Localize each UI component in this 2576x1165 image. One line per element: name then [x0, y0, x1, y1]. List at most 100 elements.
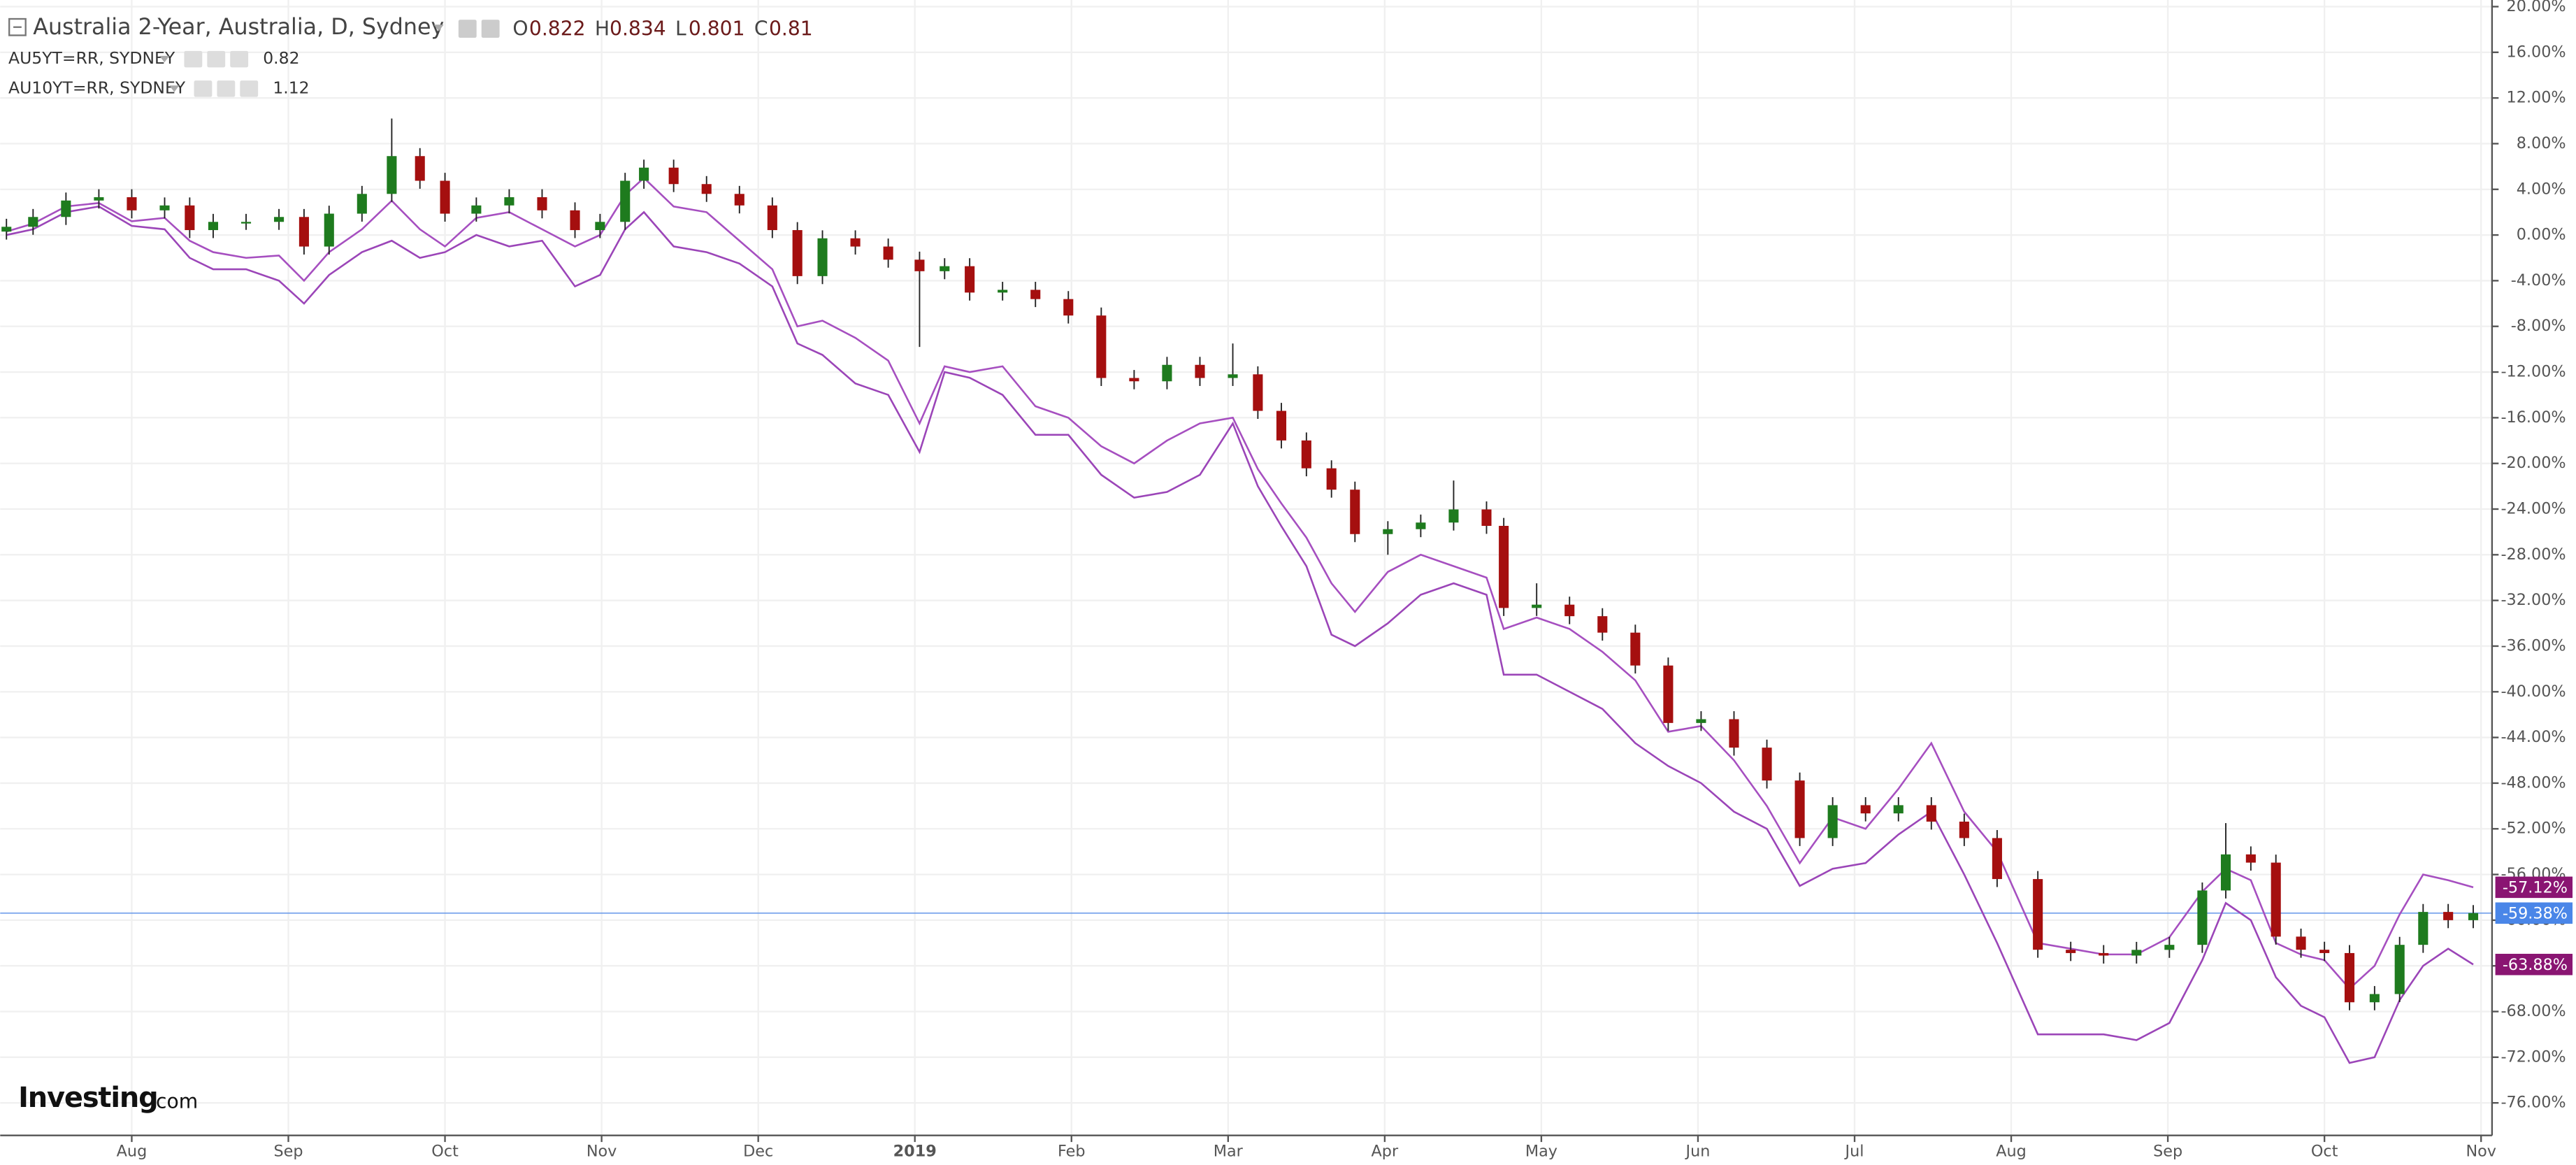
- x-tick-label: Aug: [117, 1143, 147, 1161]
- candle-body: [1959, 821, 1969, 838]
- y-tick-label: -20.00%: [2501, 454, 2566, 472]
- x-tick-label: May: [1525, 1143, 1557, 1161]
- x-tick-label: Sep: [2153, 1143, 2182, 1161]
- y-tick-label: -28.00%: [2501, 545, 2566, 564]
- candle-body: [817, 238, 828, 276]
- ohlc-value: 0.822: [529, 17, 586, 40]
- x-tick-label: Mar: [1214, 1143, 1244, 1161]
- price-label: -59.38%: [2503, 904, 2568, 922]
- candle-body: [570, 210, 580, 231]
- candle-body: [2220, 854, 2231, 891]
- candle-body: [998, 290, 1008, 293]
- candle-body: [701, 184, 712, 194]
- candle-body: [2319, 950, 2330, 953]
- dropdown-caret[interactable]: [159, 55, 170, 63]
- legend-entry: AU5YT=RR, SYDNEY: [8, 48, 175, 68]
- candle-body: [1096, 315, 1107, 378]
- eye-icon[interactable]: [194, 80, 213, 97]
- candle-body: [2245, 854, 2256, 863]
- candle-body: [1860, 805, 1871, 814]
- candle-body: [1564, 604, 1575, 617]
- logo: Investing .com: [18, 1082, 198, 1114]
- candle-body: [1630, 632, 1641, 666]
- price-label-box: [2495, 902, 2573, 924]
- logo-suffix: .com: [150, 1090, 198, 1113]
- candle-body: [914, 259, 925, 271]
- y-axis-background: [2491, 0, 2576, 1165]
- x-tick-label: Jun: [1685, 1143, 1711, 1161]
- series-line: [6, 176, 2474, 990]
- ohlc-key: O: [512, 17, 528, 40]
- x-tick-label: Sep: [273, 1143, 303, 1161]
- y-tick-label: -36.00%: [2501, 636, 2566, 655]
- y-tick-label: -4.00%: [2511, 271, 2566, 290]
- candle-body: [2468, 913, 2479, 920]
- legend: Australia 2-Year, Australia, D, Sydney O…: [8, 15, 813, 97]
- x-tick-label: Oct: [431, 1143, 459, 1161]
- candle-body: [2131, 950, 2142, 956]
- ohlc-value: 0.834: [610, 17, 666, 40]
- candle-body: [1301, 440, 1311, 469]
- y-tick-label: -48.00%: [2501, 773, 2566, 792]
- eye-icon[interactable]: [184, 50, 203, 68]
- ohlc-key: C: [754, 17, 768, 40]
- candle-body: [440, 180, 450, 214]
- candle-body: [1597, 616, 1608, 633]
- candle-body: [620, 180, 631, 222]
- candle-body: [208, 222, 219, 231]
- candle-body: [127, 197, 137, 210]
- x-tick-label: Apr: [1372, 1143, 1399, 1161]
- legend-value: 0.82: [263, 48, 299, 68]
- candle-body: [1253, 374, 1263, 411]
- candle-body: [1195, 364, 1205, 378]
- candle-body: [298, 217, 309, 247]
- close-icon[interactable]: [230, 50, 249, 68]
- settings-icon[interactable]: [217, 80, 236, 97]
- ohlc-value: 0.801: [689, 17, 745, 40]
- candle-body: [387, 156, 397, 194]
- candle-body: [1129, 378, 1139, 382]
- candle-body: [2344, 952, 2355, 1003]
- candle-body: [1794, 780, 1805, 838]
- candle-body: [185, 205, 195, 231]
- candle-body: [94, 197, 104, 201]
- candle-body: [1762, 748, 1772, 781]
- y-tick-label: 16.00%: [2507, 43, 2566, 61]
- logo-name: Investing: [18, 1082, 157, 1114]
- eye-icon[interactable]: [458, 20, 477, 38]
- candle-body: [883, 246, 893, 260]
- candle-body: [1326, 468, 1337, 490]
- legend-entry: AU10YT=RR, SYDNEY: [8, 78, 186, 97]
- settings-icon[interactable]: [481, 20, 500, 38]
- candle-body: [2033, 879, 2043, 950]
- collapse-icon[interactable]: [8, 17, 27, 36]
- price-label-box: [2495, 876, 2573, 899]
- series-line: [6, 205, 2474, 1064]
- candle-body: [2197, 890, 2208, 945]
- y-tick-label: -72.00%: [2501, 1048, 2566, 1066]
- candle-body: [734, 194, 744, 206]
- candle-body: [1992, 838, 2002, 880]
- candle-body: [1416, 522, 1426, 529]
- candle-body: [28, 217, 38, 227]
- close-icon[interactable]: [240, 80, 259, 97]
- settings-icon[interactable]: [207, 50, 226, 68]
- main-title: Australia 2-Year, Australia, D, Sydney: [33, 15, 444, 40]
- ohlc-value: 0.81: [769, 17, 813, 40]
- dropdown-caret[interactable]: [433, 24, 444, 31]
- candle-body: [1729, 719, 1739, 748]
- candle-body: [274, 217, 285, 222]
- candle-body: [1228, 374, 1238, 378]
- ohlc-key: H: [595, 17, 610, 40]
- candle-body: [1, 227, 12, 232]
- dropdown-caret[interactable]: [169, 85, 180, 92]
- x-tick-label: Aug: [1996, 1143, 2027, 1161]
- legend-value: 1.12: [273, 78, 309, 97]
- ohlc-key: L: [675, 17, 686, 40]
- price-label-box: [2495, 953, 2573, 975]
- x-tick-label: 2019: [893, 1143, 937, 1161]
- candle-body: [1162, 364, 1172, 382]
- candle-body: [471, 205, 482, 214]
- x-tick-label: Feb: [1058, 1143, 1086, 1161]
